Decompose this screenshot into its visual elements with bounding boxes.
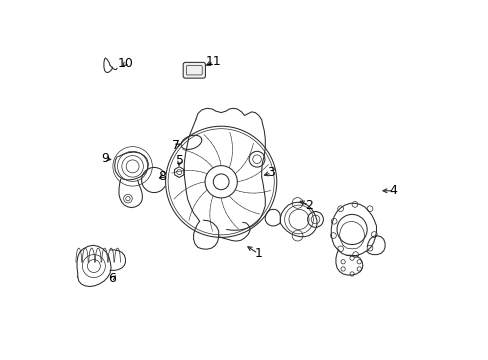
Text: 3: 3 bbox=[267, 166, 275, 179]
Text: 8: 8 bbox=[158, 170, 166, 183]
Text: 10: 10 bbox=[117, 57, 133, 70]
Text: 4: 4 bbox=[388, 184, 396, 197]
Text: 5: 5 bbox=[176, 154, 183, 167]
FancyBboxPatch shape bbox=[183, 62, 205, 78]
Text: 6: 6 bbox=[108, 272, 116, 285]
Text: 1: 1 bbox=[254, 247, 262, 260]
Text: 9: 9 bbox=[101, 152, 109, 165]
Text: 7: 7 bbox=[172, 139, 180, 152]
Text: 11: 11 bbox=[206, 55, 222, 68]
Text: 2: 2 bbox=[305, 199, 312, 212]
